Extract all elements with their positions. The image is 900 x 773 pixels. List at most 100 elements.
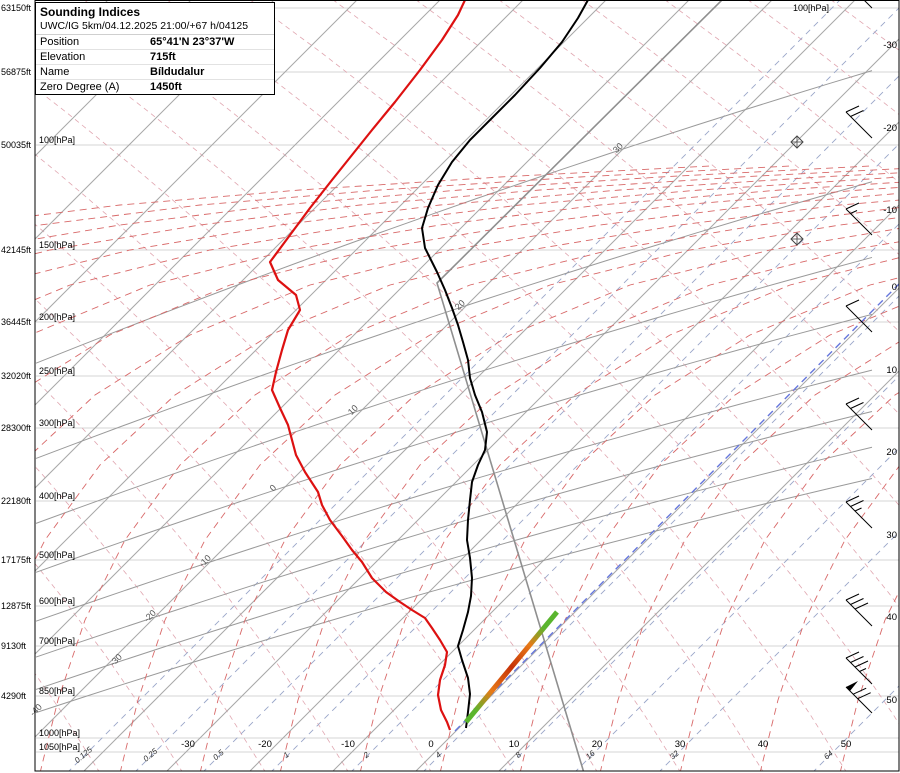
right-temp-label: -20 xyxy=(883,123,897,134)
altitude-label: 17175ft xyxy=(1,555,32,565)
mixing-ratio-label: 16 xyxy=(584,748,597,761)
isotherm-line xyxy=(35,1,606,572)
moist-adiabat-line xyxy=(360,257,899,771)
isotherm-line xyxy=(35,1,357,323)
info-row-label: Zero Degree (A) xyxy=(40,81,120,93)
bottom-temp-label: -30 xyxy=(181,739,195,750)
wind-barb xyxy=(845,651,873,685)
moist-adiabat-line xyxy=(35,199,899,562)
labeled-adiabat-line xyxy=(35,446,873,690)
pressure-label: 500[hPa] xyxy=(39,550,75,560)
altitude-label: 56875ft xyxy=(1,67,32,77)
adiabat-inline-label: 0 xyxy=(268,483,279,494)
isotherm-line xyxy=(35,1,689,655)
altitude-label: 50035ft xyxy=(1,140,32,150)
pressure-label: 250[hPa] xyxy=(39,366,75,376)
pressure-label: 100[hPa] xyxy=(39,135,75,145)
temperature-curve xyxy=(268,1,466,731)
pressure-label: 850[hPa] xyxy=(39,686,75,696)
mixing-ratio-line xyxy=(351,223,899,771)
pressure-label: 700[hPa] xyxy=(39,636,75,646)
adiabat-inline-label: -40 xyxy=(28,702,44,718)
dry-adiabat-line xyxy=(35,298,432,771)
bottom-temp-label: 0 xyxy=(428,739,433,750)
info-row-value: 65°41'N 23°37'W xyxy=(150,36,235,48)
moist-adiabat-line xyxy=(200,228,899,771)
significant-level-marker xyxy=(790,232,804,246)
isotherm-line xyxy=(35,1,108,74)
altitude-label: 63150ft xyxy=(1,3,32,13)
dry-adiabat-line xyxy=(416,1,899,415)
right-temp-label: 10 xyxy=(886,365,897,376)
altitude-label: 22180ft xyxy=(1,496,32,506)
moist-adiabat-line xyxy=(840,590,899,771)
wind-barb xyxy=(845,495,873,529)
moist-adiabat-line xyxy=(35,181,899,334)
altitude-label: 12875ft xyxy=(1,601,32,611)
right-temp-label: -10 xyxy=(883,205,897,216)
info-row: Position 65°41'N 23°37'W xyxy=(36,35,274,50)
dry-adiabat-line xyxy=(35,223,515,771)
parcel-path-line xyxy=(436,1,723,771)
bottom-temp-label: 30 xyxy=(675,739,686,750)
moist-adiabat-line xyxy=(35,187,899,383)
dry-adiabat-line xyxy=(35,465,266,771)
info-box-title: Sounding Indices xyxy=(40,5,141,19)
wind-barb xyxy=(863,0,873,9)
mixing-ratio-label: 4 xyxy=(434,750,444,760)
moist-adiabat-line xyxy=(35,165,791,227)
moist-adiabat-line xyxy=(520,305,899,771)
isotherm-line xyxy=(498,370,899,771)
mixing-ratio-label: 8 xyxy=(514,750,524,760)
info-row: Elevation 715ft xyxy=(36,50,274,65)
right-temp-label: -30 xyxy=(883,40,897,51)
axis-labels: 63150ft 56875ft 50035ft 100[hPa] 42145ft 150[… xyxy=(1,3,897,765)
mixing-ratio-line xyxy=(203,75,899,771)
wind-barb xyxy=(845,299,873,333)
mixing-ratio-line xyxy=(271,143,899,771)
pressure-label: 400[hPa] xyxy=(39,491,75,501)
mixing-ratio-line xyxy=(813,685,899,771)
moist-adiabat-line xyxy=(760,465,899,771)
info-box-rows: Position 65°41'N 23°37'W Elevation 715ft Nam… xyxy=(36,35,274,94)
isotherm-line xyxy=(249,121,899,771)
mixing-ratio-line xyxy=(68,1,840,771)
moist-adiabat-line xyxy=(35,172,899,275)
altitude-label: 28300ft xyxy=(1,423,32,433)
wind-barb xyxy=(845,397,873,431)
chart-frame xyxy=(34,0,900,772)
moist-adiabat-line xyxy=(680,391,899,771)
isotherm-line xyxy=(332,204,899,771)
info-row-value: 715ft xyxy=(150,51,176,63)
right-temp-label: 20 xyxy=(886,447,897,458)
right-temp-label: 40 xyxy=(886,612,897,623)
dry-adiabat-line xyxy=(84,1,847,771)
wind-barb xyxy=(845,681,873,714)
mixing-ratio-label: 1 xyxy=(282,750,291,760)
significant-level-marker xyxy=(790,135,804,149)
moist-adiabat-line xyxy=(280,241,899,771)
labeled-adiabat-line xyxy=(35,70,873,364)
right-temp-label: 0 xyxy=(892,282,897,293)
bottom-temp-label: 40 xyxy=(758,739,769,750)
labeled-adiabat-line xyxy=(35,478,873,714)
bottom-temp-label: 50 xyxy=(841,739,852,750)
info-row-value: 1450ft xyxy=(150,81,182,93)
top-right-pressure-label: 100[hPa] xyxy=(793,3,829,13)
altitude-label: 9130ft xyxy=(1,641,27,651)
labeled-adiabat-line xyxy=(35,181,873,459)
dry-adiabat-line xyxy=(35,153,598,771)
altitude-label: 36445ft xyxy=(1,317,32,327)
dry-adiabat-line xyxy=(35,24,764,771)
mixing-ratio-label: 64 xyxy=(822,748,835,761)
bottom-temp-label: 10 xyxy=(509,739,520,750)
wind-barb xyxy=(845,105,873,139)
mixing-ratio-label: 2 xyxy=(361,750,371,761)
dry-adiabat-line xyxy=(748,1,899,115)
pressure-label: 300[hPa] xyxy=(39,418,75,428)
isotherm-line xyxy=(35,1,191,157)
moist-adiabat-line xyxy=(440,277,899,771)
dewpoint-curve xyxy=(421,1,589,729)
